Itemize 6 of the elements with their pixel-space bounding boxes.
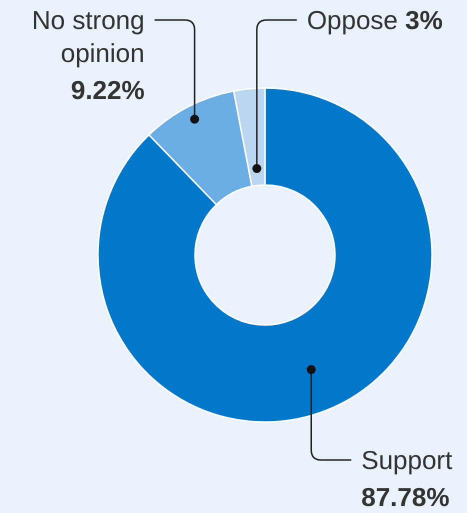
slice-label: Oppose bbox=[306, 5, 406, 35]
data-label: 9.22% bbox=[70, 75, 145, 105]
data-label: 87.78% bbox=[361, 482, 450, 512]
slice-label: No strong opinion bbox=[32, 5, 145, 68]
slice-label: Support bbox=[361, 445, 454, 475]
data-label: 3% bbox=[405, 5, 443, 35]
